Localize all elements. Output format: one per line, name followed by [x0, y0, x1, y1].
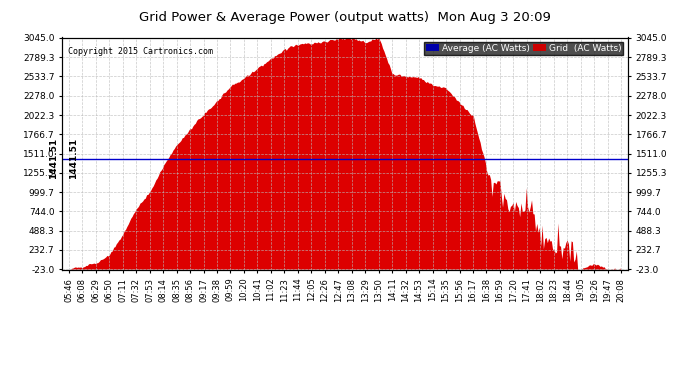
Text: Grid Power & Average Power (output watts)  Mon Aug 3 20:09: Grid Power & Average Power (output watts… — [139, 11, 551, 24]
Text: 1441.51: 1441.51 — [69, 138, 78, 179]
Legend: Average (AC Watts), Grid  (AC Watts): Average (AC Watts), Grid (AC Watts) — [424, 42, 623, 55]
Text: Copyright 2015 Cartronics.com: Copyright 2015 Cartronics.com — [68, 47, 213, 56]
Text: 1441.51: 1441.51 — [49, 138, 58, 179]
